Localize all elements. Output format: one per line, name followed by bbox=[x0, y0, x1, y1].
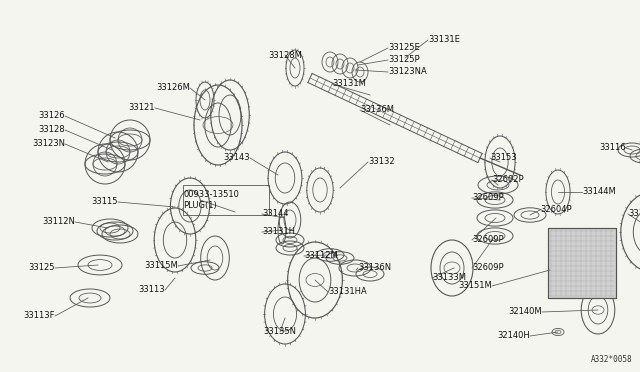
Text: 33113: 33113 bbox=[138, 285, 165, 295]
Text: 32140M: 32140M bbox=[508, 308, 542, 317]
Text: 33123N: 33123N bbox=[32, 140, 65, 148]
Text: 33136M: 33136M bbox=[360, 106, 394, 115]
Text: 33151: 33151 bbox=[628, 209, 640, 218]
Text: 00933-13510
PLUG(1): 00933-13510 PLUG(1) bbox=[183, 190, 239, 210]
Text: 33126M: 33126M bbox=[156, 83, 190, 93]
Text: 33128: 33128 bbox=[38, 125, 65, 135]
Text: 33115M: 33115M bbox=[144, 262, 178, 270]
Bar bbox=[548, 228, 616, 298]
Text: 33151M: 33151M bbox=[458, 282, 492, 291]
Text: 32609P: 32609P bbox=[472, 235, 504, 244]
Text: 33132: 33132 bbox=[368, 157, 395, 167]
Text: 33116: 33116 bbox=[600, 144, 626, 153]
Text: 33143: 33143 bbox=[223, 154, 250, 163]
Text: 33112M: 33112M bbox=[304, 251, 338, 260]
Text: 33115: 33115 bbox=[92, 198, 118, 206]
Text: 33112N: 33112N bbox=[42, 218, 75, 227]
Text: 32604P: 32604P bbox=[540, 205, 572, 215]
Bar bbox=[183, 185, 269, 215]
Text: 33144: 33144 bbox=[262, 209, 289, 218]
Text: A332*0058: A332*0058 bbox=[590, 355, 632, 364]
Text: 33121: 33121 bbox=[129, 103, 155, 112]
Text: 33128M: 33128M bbox=[268, 51, 302, 60]
Text: 32609P: 32609P bbox=[472, 263, 504, 273]
Text: 33131M: 33131M bbox=[332, 80, 366, 89]
Text: 33125P: 33125P bbox=[388, 55, 420, 64]
Text: 33131H: 33131H bbox=[262, 228, 295, 237]
Text: 33136N: 33136N bbox=[358, 263, 391, 273]
Text: 32602P: 32602P bbox=[492, 176, 524, 185]
Text: 33123NA: 33123NA bbox=[388, 67, 427, 77]
Text: 33126: 33126 bbox=[38, 112, 65, 121]
Text: 33131HA: 33131HA bbox=[328, 288, 367, 296]
Text: 33131E: 33131E bbox=[428, 35, 460, 45]
Text: 33144M: 33144M bbox=[582, 187, 616, 196]
Text: 33125E: 33125E bbox=[388, 44, 420, 52]
Text: 33113F: 33113F bbox=[24, 311, 55, 321]
Text: 33135N: 33135N bbox=[264, 327, 296, 337]
Text: 33125: 33125 bbox=[29, 263, 55, 273]
Text: 32140H: 32140H bbox=[497, 331, 530, 340]
Text: 33133M: 33133M bbox=[432, 273, 466, 282]
Text: 33153: 33153 bbox=[490, 154, 516, 163]
Bar bbox=[548, 228, 616, 298]
Text: 32609P: 32609P bbox=[472, 193, 504, 202]
